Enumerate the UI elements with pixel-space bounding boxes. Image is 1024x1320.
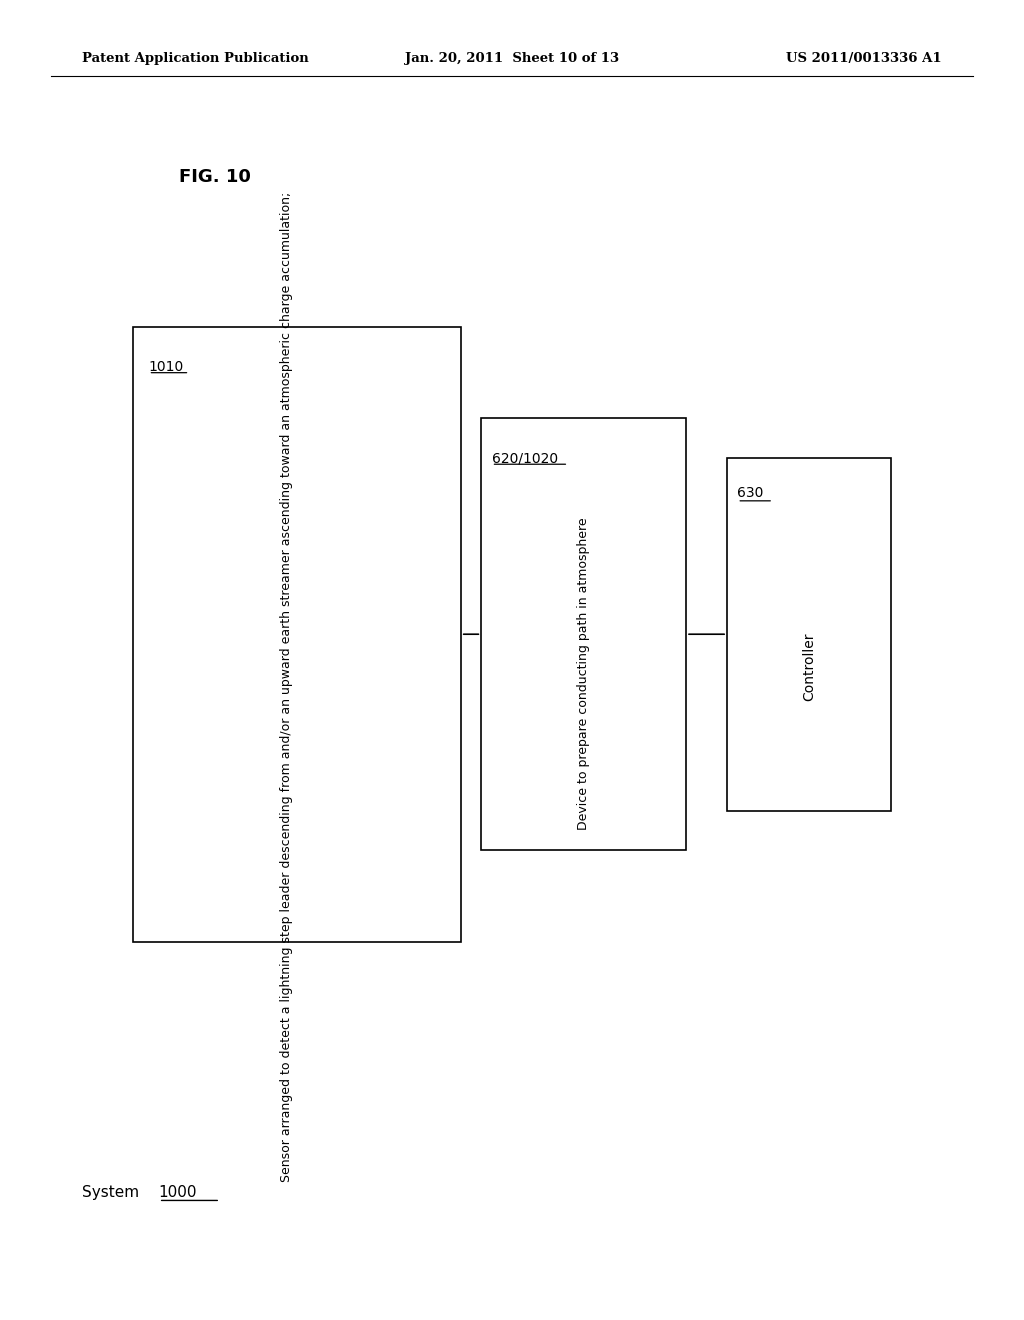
Text: 1000: 1000 [159,1185,198,1200]
Text: US 2011/0013336 A1: US 2011/0013336 A1 [786,53,942,66]
Text: Device to prepare conducting path in atmosphere: Device to prepare conducting path in atm… [578,517,590,830]
FancyBboxPatch shape [481,418,686,850]
FancyBboxPatch shape [727,458,891,810]
Text: Controller: Controller [802,632,816,701]
Text: FIG. 10: FIG. 10 [179,168,251,186]
FancyBboxPatch shape [133,327,461,941]
Text: 1010: 1010 [148,359,183,374]
Text: 630: 630 [737,487,764,500]
Text: Jan. 20, 2011  Sheet 10 of 13: Jan. 20, 2011 Sheet 10 of 13 [404,53,620,66]
Text: 620/1020: 620/1020 [492,451,558,465]
Text: Patent Application Publication: Patent Application Publication [82,53,308,66]
Text: Sensor arranged to detect a lightning step leader descending from and/or an upwa: Sensor arranged to detect a lightning st… [281,191,293,1181]
Text: System: System [82,1185,144,1200]
